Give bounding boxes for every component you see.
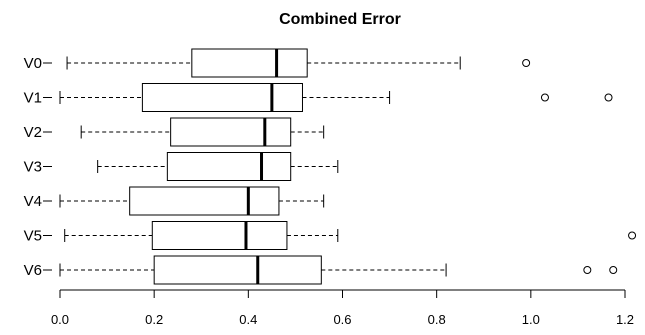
x-tick-label: 0.4: [239, 312, 257, 327]
category-label: V0: [24, 55, 42, 72]
outlier-point: [609, 266, 618, 274]
x-tick-label: 0.8: [428, 312, 446, 327]
category-label: V4: [24, 193, 42, 210]
x-tick-label: 0.0: [51, 312, 69, 327]
category-label: V5: [24, 228, 42, 245]
iqr-box: [141, 83, 303, 112]
outlier-point: [604, 93, 613, 102]
plot-area: V0 V1 V2 V3 V4 V5 V6: [24, 48, 637, 285]
box-row-v0: V0: [24, 48, 531, 78]
box-row-v6: V6: [24, 255, 618, 285]
outlier-point: [628, 231, 637, 240]
category-label: V1: [24, 90, 42, 107]
chart-title: Combined Error: [279, 11, 401, 28]
category-label: V6: [24, 262, 42, 279]
box-row-v3: V3: [24, 152, 339, 181]
x-tick-label: 0.2: [145, 312, 163, 327]
outlier-point: [583, 266, 592, 274]
x-tick-label: 1.0: [522, 312, 540, 327]
iqr-box: [191, 48, 308, 78]
x-tick-label: 1.2: [616, 312, 634, 327]
x-axis: 0.0 0.2 0.4 0.6 0.8 1.0 1.2: [51, 289, 634, 327]
iqr-box: [151, 221, 288, 250]
category-label: V3: [24, 159, 42, 176]
iqr-box: [153, 255, 322, 285]
box-row-v2: V2: [24, 117, 325, 147]
box-row-v1: V1: [24, 83, 613, 112]
box-row-v4: V4: [24, 186, 325, 216]
iqr-box: [166, 152, 292, 181]
outlier-point: [522, 59, 531, 67]
box-row-v5: V5: [24, 221, 637, 250]
iqr-box: [170, 117, 292, 147]
x-tick-label: 0.6: [333, 312, 351, 327]
outlier-point: [540, 93, 549, 102]
iqr-box: [129, 186, 280, 216]
category-label: V2: [24, 124, 42, 141]
